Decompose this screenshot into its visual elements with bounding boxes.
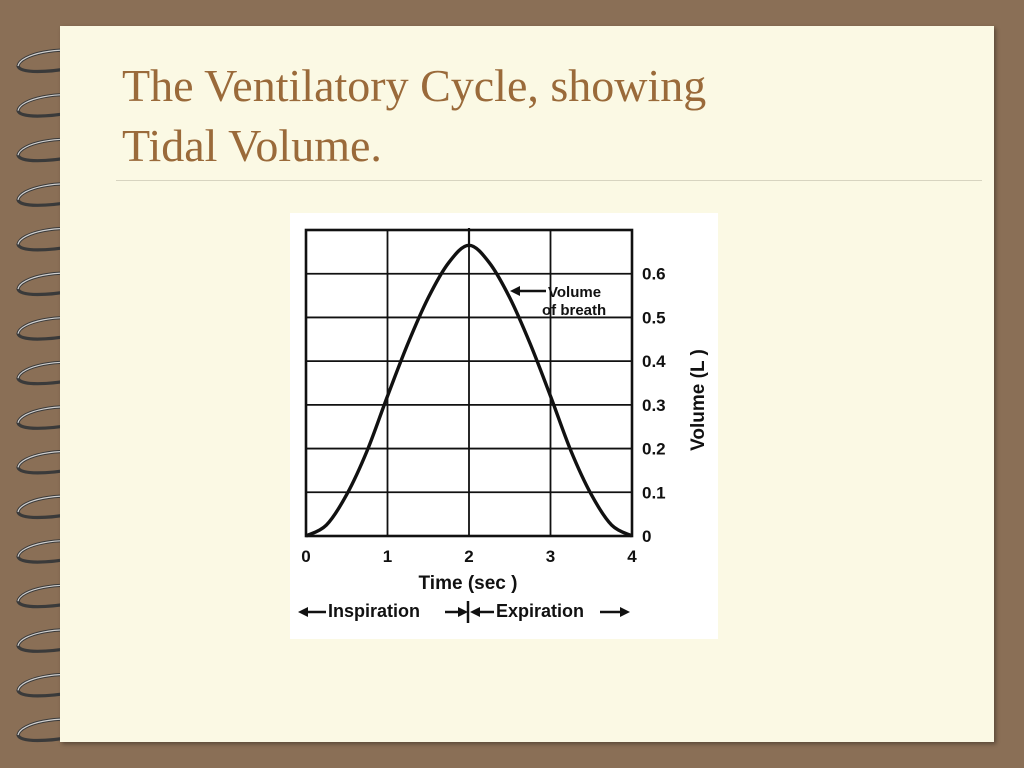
- volume-of-breath-curve: [305, 243, 633, 538]
- inspiration-label: Inspiration: [328, 601, 420, 621]
- x-axis-label: Time (sec ): [419, 573, 518, 594]
- annotation-arrow: [510, 286, 546, 296]
- y-tick-label: 0.5: [642, 308, 666, 327]
- y-tick-label: 0.6: [642, 265, 666, 284]
- tidal-volume-chart: 0 1 2 3 400.10.20.30.40.50.6 Time (sec ) Vol…: [298, 228, 709, 623]
- y-axis-label: Volume (L ): [688, 349, 709, 451]
- title-divider: [116, 180, 982, 181]
- x-tick-label: 1: [383, 547, 392, 566]
- annotation-line-1: Volume: [548, 284, 601, 301]
- x-tick-label: 2: [464, 547, 473, 566]
- y-tick-label: 0: [642, 527, 651, 546]
- y-tick-label: 0.2: [642, 440, 666, 459]
- expiration-label: Expiration: [496, 601, 584, 621]
- y-tick-label: 0.3: [642, 396, 666, 415]
- x-tick-label: 3: [546, 547, 555, 566]
- x-tick-label: 4: [627, 547, 637, 566]
- x-tick-label: 0: [301, 547, 310, 566]
- slide-title: The Ventilatory Cycle, showing Tidal Vol…: [122, 56, 922, 176]
- phase-arrows: [298, 601, 630, 623]
- title-line-1: The Ventilatory Cycle, showing: [122, 60, 707, 111]
- y-tick-label: 0.1: [642, 483, 666, 502]
- tidal-volume-figure: 0 1 2 3 4 0 0.1 0.2 0.3 0.4 0.5 0.6 Time (sec ) Vol…: [290, 213, 718, 639]
- y-tick-label: 0.4: [642, 352, 666, 371]
- title-line-2: Tidal Volume.: [122, 120, 382, 171]
- annotation-line-2: of breath: [542, 302, 606, 319]
